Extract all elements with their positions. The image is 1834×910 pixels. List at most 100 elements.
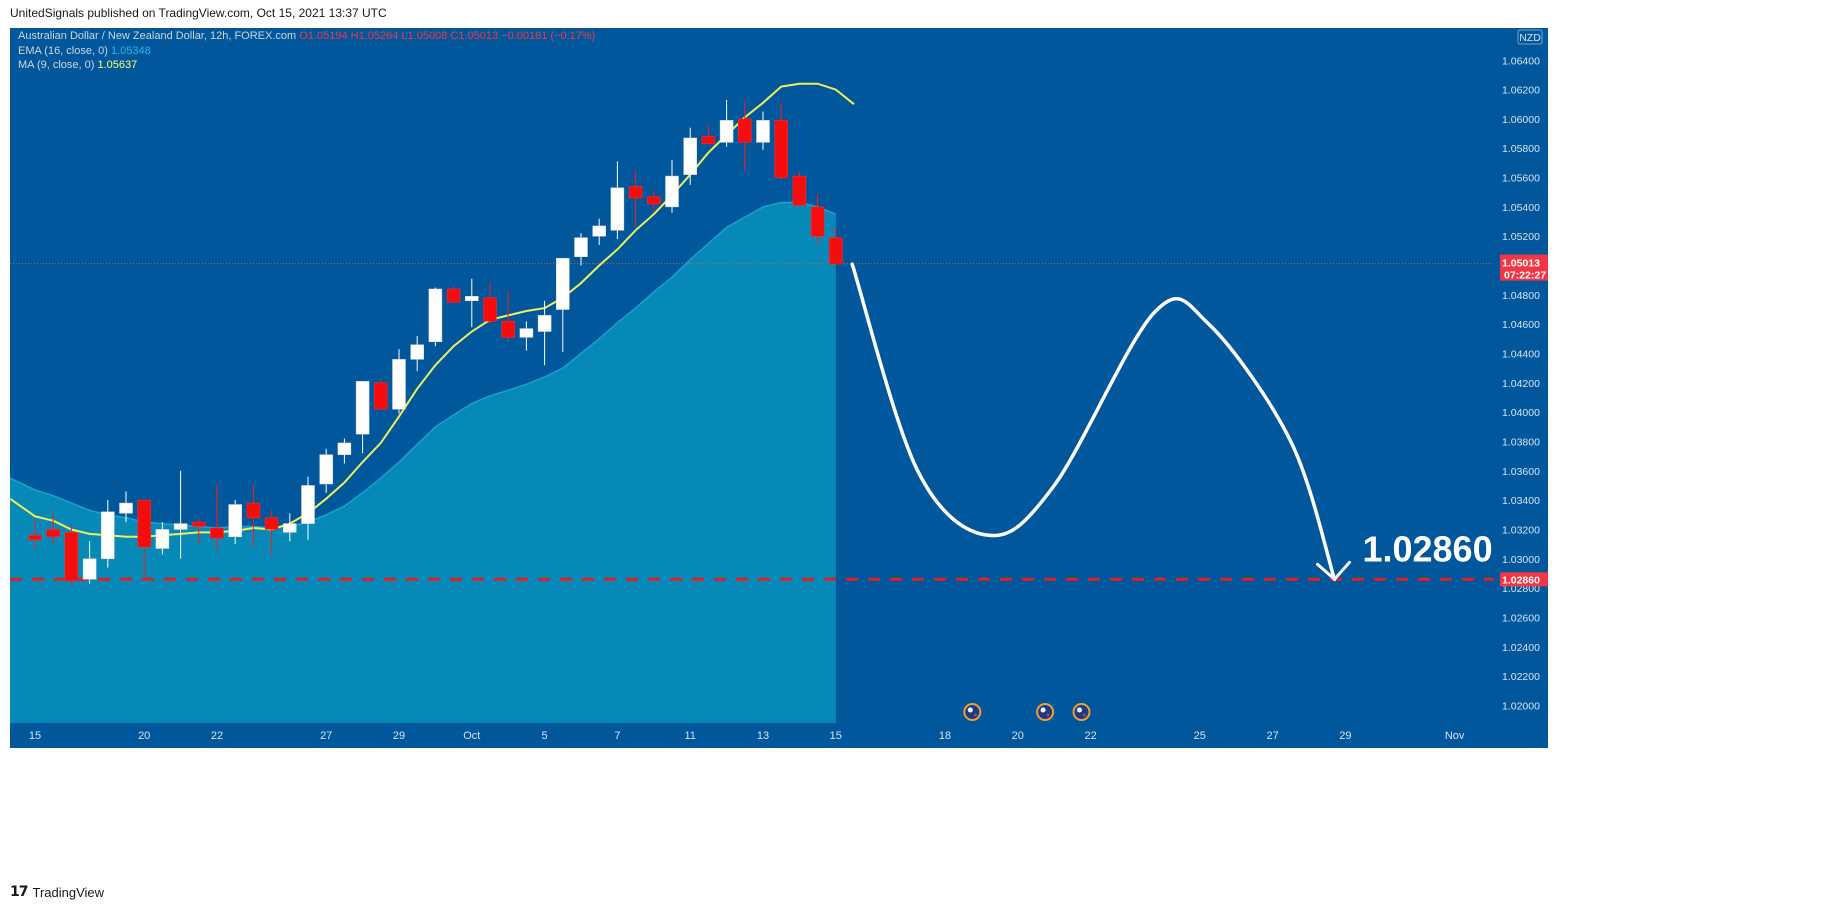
ma-legend[interactable]: MA (9, close, 0) 1.05637	[18, 59, 137, 71]
candle[interactable]	[155, 522, 170, 555]
ema-legend[interactable]: EMA (16, close, 0) 1.05348	[18, 45, 151, 57]
candle[interactable]	[592, 218, 606, 246]
price-tick-label: 1.03800	[1502, 436, 1540, 448]
symbol-name: Australian Dollar / New Zealand Dollar, …	[18, 30, 297, 42]
price-tick-label: 1.05600	[1502, 173, 1540, 185]
candle[interactable]	[610, 161, 625, 240]
candle[interactable]	[82, 541, 97, 584]
candle[interactable]	[192, 517, 206, 545]
candle[interactable]	[392, 349, 406, 414]
candle[interactable]	[537, 300, 552, 366]
time-tick-label: 20	[1012, 730, 1024, 742]
candle[interactable]	[774, 102, 788, 181]
candle-body-up	[283, 523, 297, 533]
candle[interactable]	[246, 485, 261, 548]
au-flag-event-icon[interactable]	[963, 703, 982, 721]
candle[interactable]	[647, 190, 661, 212]
candle[interactable]	[137, 499, 151, 578]
candle-body-up	[465, 296, 479, 301]
time-tick-label: 22	[1084, 730, 1096, 742]
candle[interactable]	[465, 278, 479, 328]
time-tick-label: Nov	[1445, 730, 1465, 742]
target-label: 1.02860	[1362, 528, 1492, 569]
candle[interactable]	[173, 470, 188, 559]
candle-body-down	[738, 118, 752, 143]
candle[interactable]	[428, 287, 443, 347]
candle[interactable]	[264, 510, 279, 556]
candle-body-up	[665, 175, 679, 208]
current-price-tag[interactable]	[1500, 254, 1548, 281]
time-tick-label: 27	[320, 730, 332, 742]
candle[interactable]	[810, 193, 825, 244]
candle[interactable]	[228, 500, 242, 545]
candle[interactable]	[519, 321, 534, 351]
projection-path[interactable]	[850, 262, 1337, 582]
candle[interactable]	[501, 290, 515, 342]
candle[interactable]	[792, 171, 807, 207]
candle[interactable]	[719, 99, 734, 147]
flag-mark	[1040, 707, 1046, 713]
price-tick-label: 1.06000	[1502, 114, 1540, 126]
candle[interactable]	[574, 233, 588, 266]
candle-body-up	[719, 120, 734, 143]
candle[interactable]	[701, 124, 716, 145]
time-tick-label: 22	[211, 730, 223, 742]
price-tick-label: 1.02000	[1502, 700, 1540, 712]
candle[interactable]	[101, 500, 115, 568]
candle[interactable]	[738, 101, 752, 171]
candle[interactable]	[46, 514, 60, 545]
price-axis: 1.06400 1.06200 1.06000 1.05800 1.05600 1.054…	[1494, 28, 1548, 748]
candle[interactable]	[483, 283, 497, 325]
price-tick-label: 1.06400	[1502, 55, 1540, 67]
candle-body-down	[501, 320, 515, 338]
time-axis: 15 20 22 27 29 Oct 5 7 11 13 15 18 20 22 25 27 29 Nov	[10, 723, 1548, 748]
candle[interactable]	[829, 227, 843, 265]
candle[interactable]	[319, 448, 333, 493]
candle[interactable]	[64, 525, 79, 586]
candle[interactable]	[283, 513, 297, 542]
candle[interactable]	[446, 286, 461, 304]
candle-body-up	[319, 454, 333, 485]
au-flag-event-icon[interactable]	[1072, 703, 1091, 721]
time-tick-label: Oct	[463, 730, 480, 742]
candle-body-up	[228, 504, 242, 538]
countdown-value: 07:22:27	[1504, 270, 1546, 282]
au-flag-event-icon[interactable]	[1036, 703, 1055, 721]
time-tick-label: 25	[1194, 730, 1206, 742]
time-tick-label: 27	[1266, 730, 1278, 742]
time-tick-label: 11	[684, 730, 695, 742]
candle-body-down	[192, 521, 206, 527]
candle[interactable]	[756, 111, 770, 150]
chart-area[interactable]: 1.02860 1.06400 1.06200 1.06000 1.05800 1.05…	[10, 28, 1548, 748]
candle[interactable]	[683, 127, 697, 185]
candle-body-down	[446, 288, 461, 303]
tradingview-footer[interactable]: 17 TradingView	[10, 884, 104, 900]
candle[interactable]	[119, 491, 133, 523]
candle-body-down	[64, 532, 79, 582]
price-tick-label: 1.05200	[1502, 231, 1540, 243]
candle[interactable]	[210, 485, 224, 550]
currency-badge[interactable]	[1517, 29, 1543, 45]
flag-mark	[1077, 707, 1082, 713]
candle[interactable]	[410, 335, 424, 372]
event-circle	[1036, 703, 1055, 721]
price-tick-label: 1.02200	[1502, 671, 1540, 683]
price-tick-label: 1.03400	[1502, 495, 1540, 507]
symbol-legend: Australian Dollar / New Zealand Dollar, …	[18, 30, 595, 42]
candle[interactable]	[28, 519, 42, 550]
candle-body-up	[428, 288, 443, 343]
candle[interactable]	[628, 170, 643, 228]
candle[interactable]	[337, 438, 352, 464]
candle[interactable]	[374, 378, 388, 410]
high-value: H1.05264	[350, 30, 399, 42]
candle-body-up	[592, 225, 606, 237]
candle[interactable]	[355, 381, 370, 454]
flag-mark	[967, 707, 973, 713]
candle[interactable]	[301, 476, 315, 540]
candle[interactable]	[556, 257, 570, 353]
target-price-value: 1.02860	[1502, 574, 1540, 586]
candle-body-down	[137, 499, 151, 548]
publish-info: UnitedSignals published on TradingView.c…	[10, 6, 387, 20]
candle[interactable]	[665, 159, 679, 213]
target-price-tag[interactable]	[1500, 572, 1548, 587]
